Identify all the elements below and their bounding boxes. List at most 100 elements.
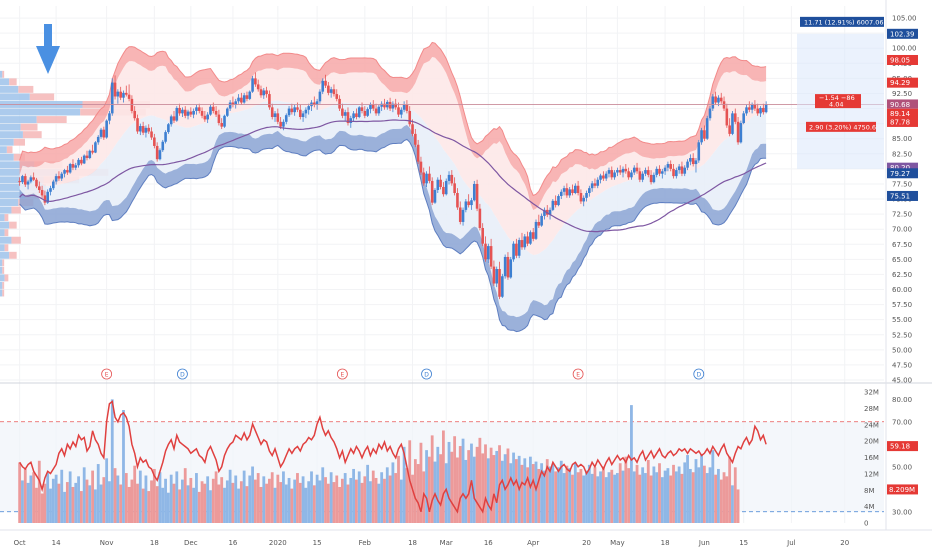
- candle-up: [543, 209, 546, 216]
- volume-profile-bar-down: [9, 221, 17, 229]
- candle-up: [262, 90, 266, 96]
- candle-up: [655, 168, 658, 175]
- volume-bar-up: [607, 472, 611, 523]
- ma-value-badge: [887, 162, 918, 173]
- candle-up: [139, 126, 142, 132]
- candle-down: [298, 109, 302, 117]
- volume-profile-bar-down: [2, 266, 5, 274]
- candle-down: [363, 110, 367, 116]
- event-marker-label: D: [696, 371, 701, 378]
- price-tick-label: 62.50: [892, 271, 912, 279]
- candle-up: [96, 136, 100, 143]
- price-tick-label: 105.00: [892, 15, 917, 23]
- volume-bar-up: [590, 473, 594, 523]
- rsi-tick-label: 70.00: [892, 418, 912, 426]
- candle-down: [565, 188, 569, 196]
- candle-up: [523, 236, 527, 248]
- volume-bar-down: [214, 471, 218, 523]
- range-top-badge-label: 102.39: [890, 30, 915, 38]
- volume-bar-down: [672, 464, 675, 523]
- volume-bar-up: [391, 462, 395, 523]
- volume-bar-up: [248, 475, 252, 523]
- volume-bar-down: [397, 455, 400, 523]
- candle-up: [677, 166, 681, 171]
- candle-down: [290, 108, 294, 113]
- candle-up: [82, 155, 86, 164]
- candle-up: [632, 167, 636, 173]
- price-tick-label: 57.50: [892, 301, 912, 309]
- candle-down: [579, 193, 583, 202]
- candle-up: [697, 142, 701, 161]
- volume-bar-down: [256, 473, 260, 523]
- volume-bar-down: [119, 484, 123, 523]
- candle-up: [161, 141, 165, 151]
- candle-up: [377, 106, 381, 114]
- candle-up: [369, 104, 372, 110]
- volume-bar-down: [127, 486, 131, 523]
- time-tick-label: 18: [408, 539, 417, 547]
- volume-bar-down: [484, 444, 487, 523]
- candle-down: [405, 104, 409, 111]
- candle-up: [683, 167, 687, 174]
- candle-down: [335, 94, 339, 99]
- level-87-badge-label: 87.78: [890, 118, 910, 126]
- volume-profile-bar-up: [0, 116, 37, 124]
- candle-up: [226, 108, 229, 116]
- candle-down: [32, 177, 35, 180]
- candle-up: [574, 185, 577, 193]
- range-top-badge: [887, 28, 918, 39]
- candle-down: [40, 189, 44, 196]
- candle-up: [568, 189, 571, 196]
- volume-bar-up: [385, 467, 389, 523]
- volume-bar-up: [587, 464, 591, 523]
- candle-down: [722, 101, 726, 109]
- price-tick-label: 82.50: [892, 150, 912, 158]
- volume-bar-up: [402, 446, 406, 523]
- volume-bar-down: [79, 491, 83, 523]
- volume-profile-bar-up: [0, 123, 21, 131]
- event-marker-label: E: [340, 371, 344, 378]
- volume-bar-down: [197, 491, 201, 523]
- candle-down: [338, 98, 341, 109]
- candle-up: [110, 82, 114, 114]
- price-tick-label: 72.50: [892, 211, 912, 219]
- candle-down: [245, 95, 249, 99]
- candle-down: [408, 110, 412, 125]
- volume-bar-up: [523, 458, 527, 523]
- candle-up: [329, 89, 333, 93]
- candle-down: [458, 207, 462, 222]
- volume-profile-bar-down: [2, 70, 5, 78]
- candle-down: [714, 96, 717, 103]
- candle-down: [576, 185, 580, 193]
- volume-profile-bar-down: [20, 123, 38, 131]
- volume-bar-down: [481, 453, 485, 523]
- candle-down: [66, 170, 69, 173]
- volume-profile-bar-down: [22, 131, 42, 139]
- candle-up: [759, 107, 762, 114]
- volume-profile-bar-down: [2, 259, 5, 267]
- volume-profile-bar-down: [13, 153, 25, 161]
- ma-value-badge-label: 80.20: [890, 164, 910, 172]
- measure-negative-box: [815, 94, 861, 109]
- volume-bar-down: [332, 482, 336, 523]
- volume-bar-down: [427, 456, 431, 523]
- volume-bar-up: [666, 468, 670, 523]
- volume-bar-down: [467, 450, 471, 523]
- volume-bar-down: [646, 459, 650, 523]
- volume-profile-bar-up: [0, 191, 26, 199]
- candle-down: [602, 175, 605, 179]
- candle-up: [588, 188, 591, 193]
- candle-down: [703, 130, 706, 139]
- candle-up: [54, 176, 58, 182]
- candle-up: [380, 103, 383, 107]
- dividend-marker: [693, 368, 705, 380]
- candle-up: [195, 107, 198, 111]
- candle-up: [739, 123, 743, 143]
- earnings-marker: [336, 368, 348, 380]
- candle-down: [341, 108, 344, 116]
- candle-down: [276, 113, 280, 122]
- volume-bar-up: [138, 470, 142, 523]
- volume-bar-down: [514, 459, 518, 523]
- volume-bar-up: [369, 481, 372, 523]
- volume-bar-up: [548, 466, 552, 523]
